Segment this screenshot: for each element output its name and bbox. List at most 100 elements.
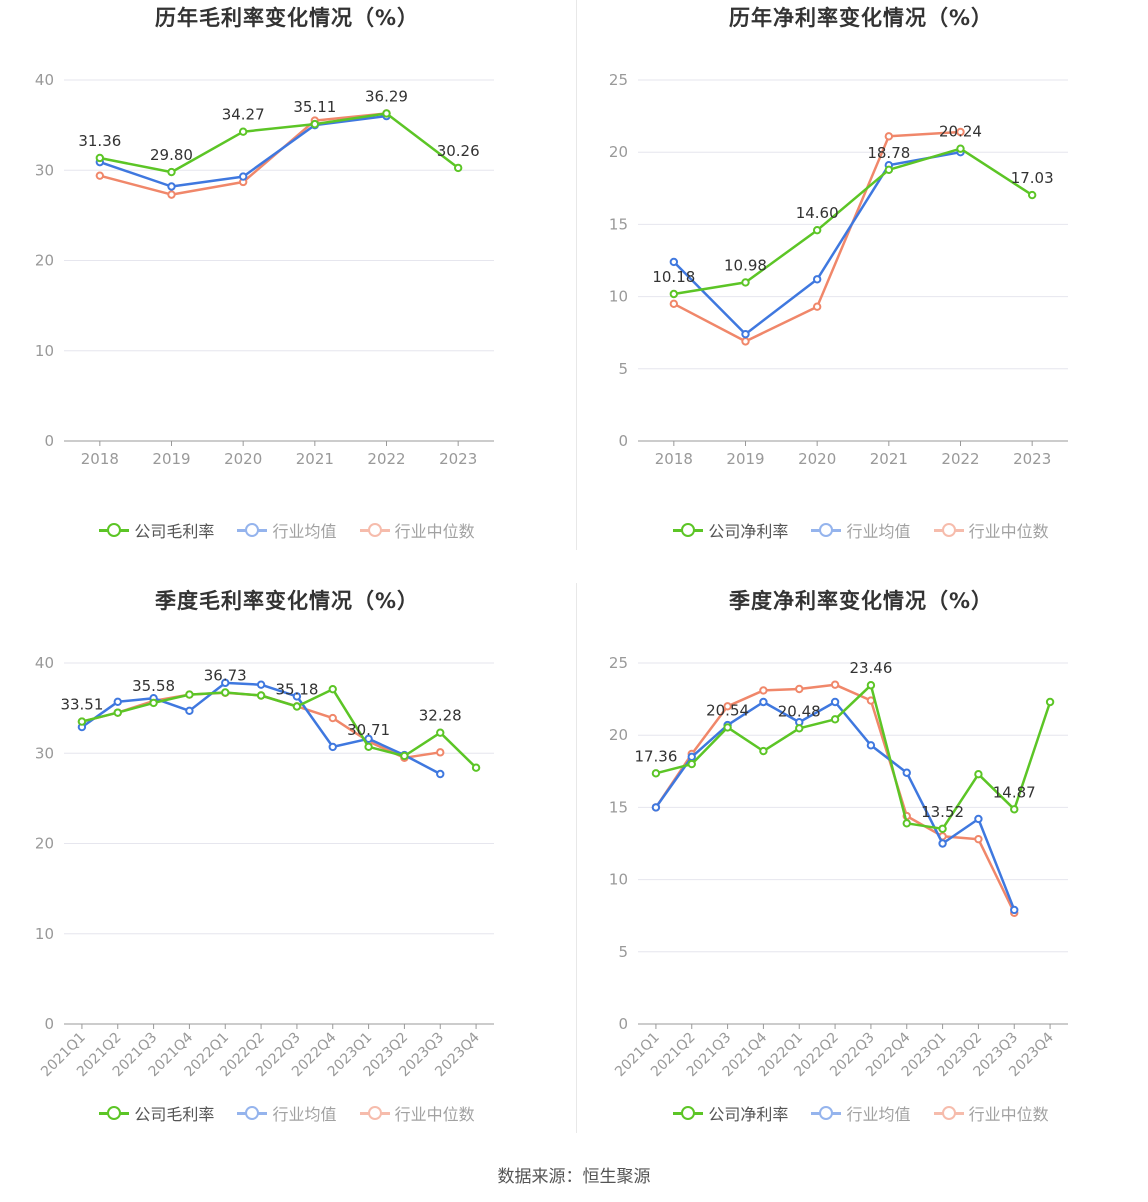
data-point-avg xyxy=(830,697,840,707)
data-point-company xyxy=(741,278,750,287)
chart-panel-annual-gross: 历年毛利率变化情况（%） 0 10 20 30 40 2018 2019 2020 2021 20… xyxy=(0,0,574,580)
y-tick-label: 25 xyxy=(609,71,628,89)
data-source-note: 数据来源：恒生聚源 xyxy=(497,1167,651,1187)
y-tick-label: 20 xyxy=(609,143,628,161)
data-label: 30.26 xyxy=(437,142,480,160)
data-point-median xyxy=(723,702,732,711)
data-label: 17.36 xyxy=(634,747,677,765)
chart-panel-annual-net: 历年净利率变化情况（%） 0 5 10 15 20 25 2018 2019 2020 2021 2… xyxy=(574,0,1148,580)
data-point-company xyxy=(1010,805,1019,814)
data-label: 10.18 xyxy=(652,268,695,286)
vertical-divider-bottom xyxy=(576,583,577,1133)
legend-item-industry-average[interactable]: 行业均值 xyxy=(237,1101,337,1125)
data-point-avg xyxy=(292,692,302,701)
chart-title: 季度净利率变化情况（%） xyxy=(728,589,994,613)
legend-item-industry-median[interactable]: 行业中位数 xyxy=(933,518,1049,542)
data-point-avg xyxy=(364,734,373,744)
legend-label: 行业均值 xyxy=(272,1105,337,1124)
data-point-company xyxy=(292,702,302,711)
data-point-company xyxy=(759,746,768,756)
data-point-company xyxy=(149,698,158,708)
chart-legend: 公司毛利率 行业均值 行业中位数 xyxy=(0,1101,574,1125)
y-tick-label: 20 xyxy=(609,726,628,744)
legend-item-company[interactable]: 公司毛利率 xyxy=(99,518,214,542)
legend-item-company[interactable]: 公司毛利率 xyxy=(99,1101,214,1125)
data-point-company xyxy=(185,690,194,699)
vertical-divider-top xyxy=(576,0,577,550)
data-point-median xyxy=(812,302,822,311)
legend-item-industry-median[interactable]: 行业中位数 xyxy=(359,1101,475,1125)
data-label: 20.24 xyxy=(939,123,982,141)
data-label: 33.51 xyxy=(60,696,103,714)
data-point-avg xyxy=(759,697,768,707)
data-point-avg xyxy=(113,697,122,707)
data-label: 35.11 xyxy=(293,98,336,116)
data-label: 35.18 xyxy=(275,681,318,699)
y-tick-label: 0 xyxy=(44,432,54,450)
y-tick-label: 30 xyxy=(35,161,54,179)
x-tick-label: 2023 xyxy=(439,450,477,468)
data-point-avg xyxy=(669,257,679,267)
y-tick-label: 5 xyxy=(618,360,628,378)
data-label: 36.73 xyxy=(204,667,247,685)
y-tick-label: 10 xyxy=(609,871,628,889)
series-line-company xyxy=(655,683,1052,831)
data-label: 20.54 xyxy=(706,701,749,719)
chart-legend: 公司净利率 行业均值 行业中位数 xyxy=(574,1101,1148,1125)
data-point-company xyxy=(956,144,965,153)
data-label: 32.28 xyxy=(419,707,462,725)
data-point-company xyxy=(436,728,445,737)
series-line-company xyxy=(99,112,459,174)
data-label: 29.80 xyxy=(150,146,193,164)
legend-label: 公司毛利率 xyxy=(134,1105,215,1124)
data-point-avg xyxy=(167,182,176,191)
x-tick-label: 2019 xyxy=(152,450,190,468)
chart-title: 历年净利率变化情况（%） xyxy=(728,6,994,30)
legend-item-company[interactable]: 公司净利率 xyxy=(673,1101,788,1125)
legend-item-industry-average[interactable]: 行业均值 xyxy=(811,1101,911,1125)
data-point-median xyxy=(436,748,445,757)
data-point-median xyxy=(795,684,804,694)
y-tick-label: 0 xyxy=(618,1015,628,1033)
data-label: 30.71 xyxy=(347,721,390,739)
legend-item-industry-average[interactable]: 行业均值 xyxy=(811,518,911,542)
legend-item-industry-average[interactable]: 行业均值 xyxy=(237,518,337,542)
legend-item-industry-median[interactable]: 行业中位数 xyxy=(933,1101,1049,1125)
data-point-median xyxy=(167,190,176,199)
legend-label: 公司净利率 xyxy=(708,522,789,541)
data-point-company xyxy=(902,819,911,828)
data-point-median xyxy=(95,171,105,180)
legend-item-industry-median[interactable]: 行业中位数 xyxy=(359,518,475,542)
x-tick-label: 2021 xyxy=(870,450,908,468)
data-point-avg xyxy=(812,275,822,284)
x-tick-label: 2018 xyxy=(655,450,693,468)
chart-svg: 0102030402021Q12021Q22021Q32021Q42022Q12… xyxy=(35,654,494,1080)
y-tick-label: 0 xyxy=(618,432,628,450)
chart-title: 季度毛利率变化情况（%） xyxy=(154,589,420,613)
x-tick-label: 2022 xyxy=(941,450,979,468)
data-point-median xyxy=(830,680,840,689)
y-tick-label: 10 xyxy=(35,342,54,360)
data-label: 14.87 xyxy=(993,783,1036,801)
data-point-company xyxy=(167,167,176,177)
data-point-company xyxy=(651,769,661,778)
data-point-company xyxy=(723,723,732,732)
data-point-company xyxy=(238,127,248,136)
data-point-avg xyxy=(687,752,696,762)
data-point-company xyxy=(1027,190,1037,200)
data-label: 13.52 xyxy=(921,803,964,821)
x-tick-label: 2022 xyxy=(367,450,405,468)
legend-item-company[interactable]: 公司净利率 xyxy=(673,518,788,542)
chart-legend: 公司净利率 行业均值 行业中位数 xyxy=(574,518,1148,542)
chart-legend: 公司毛利率 行业均值 行业中位数 xyxy=(0,518,574,542)
data-point-median xyxy=(328,713,337,723)
data-point-company xyxy=(256,691,266,700)
data-point-avg xyxy=(328,742,337,752)
data-point-avg xyxy=(256,680,266,689)
x-tick-label: 2023 xyxy=(1013,450,1051,468)
x-tick-label: 2020 xyxy=(798,450,836,468)
data-label: 18.78 xyxy=(867,144,910,162)
data-point-company xyxy=(795,724,804,733)
data-point-company xyxy=(113,708,122,717)
data-point-avg xyxy=(974,814,983,824)
